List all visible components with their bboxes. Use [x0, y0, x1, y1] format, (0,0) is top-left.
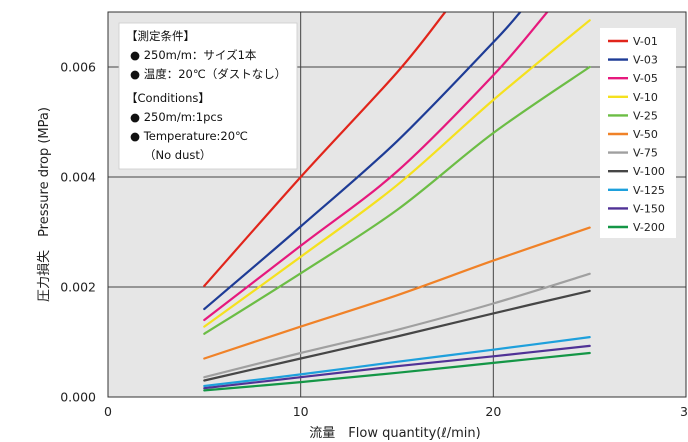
condition-line: （No dust）: [144, 148, 211, 162]
series-line-v-25: [203, 65, 591, 335]
legend-label: V-100: [633, 165, 665, 178]
legend: V-01 V-03 V-05 V-10 V-25 V-50 V-75 V-100 V-125 V-…: [600, 28, 676, 238]
condition-line: ● 温度：20℃（ダストなし）: [130, 67, 286, 81]
condition-line: 【測定条件】: [126, 29, 195, 43]
y-tick-label: 0.000: [60, 390, 96, 405]
legend-label: V-10: [633, 91, 658, 104]
y-axis-title: 圧力損失 Pressure drop (MPa): [37, 107, 52, 302]
legend-label: V-50: [633, 128, 658, 141]
series-line-v-01: [203, 12, 447, 287]
condition-line: ● 250m/m：サイズ1本: [130, 48, 257, 62]
y-tick-label: 0.006: [60, 60, 96, 75]
tick-layer: 0 10 20 3 0.000 0.002 0.004 0.006: [60, 60, 688, 420]
x-tick-label: 20: [485, 404, 501, 419]
conditions-box: 【測定条件】 ● 250m/m：サイズ1本 ● 温度：20℃（ダストなし） 【Cond…: [118, 22, 298, 170]
plot-frame: [107, 11, 687, 398]
x-tick-label: 3: [680, 404, 688, 419]
condition-line: 【Conditions】: [126, 91, 210, 105]
series-line-v-10: [203, 19, 591, 328]
series-line-v-05: [203, 12, 549, 322]
legend-label: V-01: [633, 35, 658, 48]
y-tick-label: 0.004: [60, 170, 96, 185]
x-axis-title: 流量 Flow quantity(ℓ/min): [309, 426, 480, 441]
legend-label: V-25: [633, 109, 658, 122]
legend-label: V-05: [633, 72, 658, 85]
series-line-v-125: [203, 336, 591, 388]
condition-line: ● Temperature:20℃: [130, 129, 248, 143]
y-tick-label: 0.002: [60, 280, 96, 295]
series-line-v-150: [203, 344, 591, 390]
legend-label: V-03: [633, 54, 658, 67]
series-line-v-50: [203, 226, 591, 360]
legend-label: V-125: [633, 184, 665, 197]
legend-label: V-150: [633, 202, 665, 215]
condition-line: ● 250m/m:1pcs: [130, 110, 223, 124]
legend-label: V-200: [633, 221, 665, 234]
legend-label: V-75: [633, 147, 658, 160]
series-line-v-100: [203, 289, 591, 382]
series-group: [203, 12, 591, 392]
series-line-v-75: [203, 272, 591, 379]
x-tick-label: 0: [104, 404, 112, 419]
x-tick-label: 10: [293, 404, 309, 419]
series-line-v-200: [203, 351, 591, 392]
conditions-box-bg: [118, 22, 298, 170]
series-line-v-03: [203, 12, 522, 311]
